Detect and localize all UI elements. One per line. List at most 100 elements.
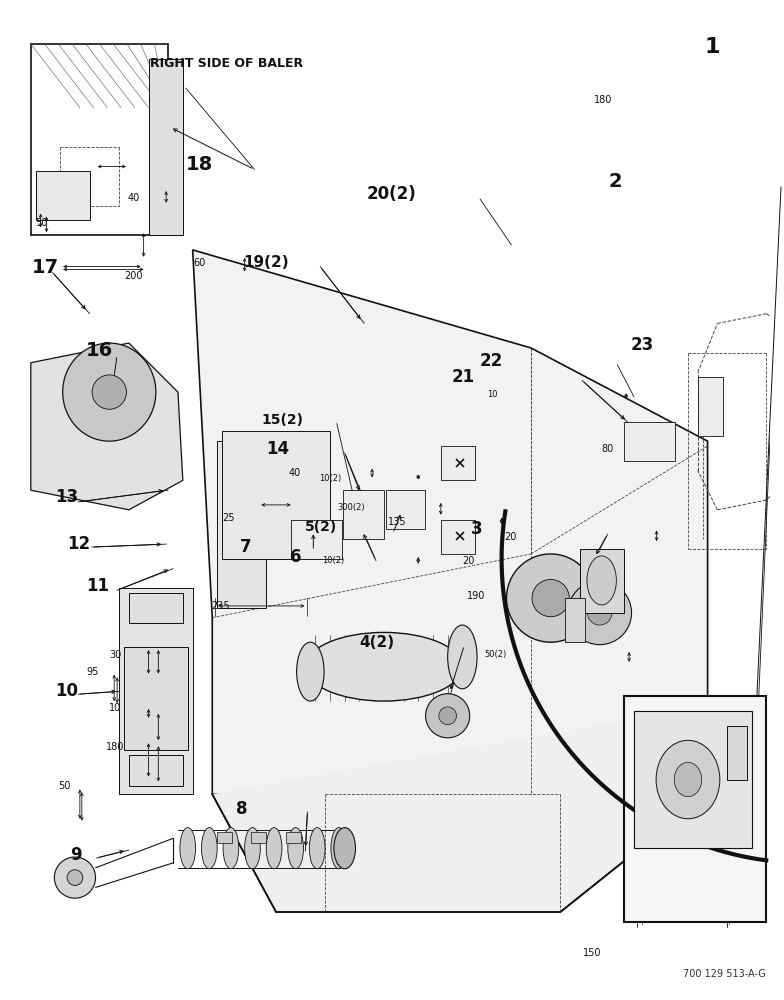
Ellipse shape	[656, 740, 720, 819]
Bar	[217, 441, 267, 608]
Text: 4(2): 4(2)	[359, 635, 394, 650]
Text: 21: 21	[452, 368, 474, 386]
Ellipse shape	[674, 762, 702, 797]
Polygon shape	[31, 343, 183, 510]
Text: 20: 20	[504, 532, 517, 542]
Text: 13: 13	[55, 488, 78, 506]
Text: 17: 17	[32, 258, 60, 277]
Text: 150: 150	[583, 948, 601, 958]
Bar	[124, 647, 187, 750]
Text: 12: 12	[67, 535, 90, 553]
Ellipse shape	[334, 828, 355, 869]
Ellipse shape	[587, 601, 612, 625]
Text: 23: 23	[630, 336, 654, 354]
Bar	[222, 431, 330, 559]
Text: 700 129 513-A-G: 700 129 513-A-G	[683, 969, 766, 979]
Bar	[291, 520, 342, 559]
Ellipse shape	[331, 828, 347, 869]
Bar	[129, 755, 183, 786]
Bar	[698, 377, 724, 436]
Text: 22: 22	[480, 352, 503, 370]
Ellipse shape	[587, 556, 616, 605]
Text: 18: 18	[186, 155, 213, 174]
Text: 180: 180	[106, 742, 125, 752]
Text: 10: 10	[487, 390, 497, 399]
Bar	[252, 832, 267, 843]
Text: 95: 95	[86, 667, 98, 677]
Text: 11: 11	[86, 577, 109, 595]
Text: 20(2): 20(2)	[367, 185, 416, 203]
Bar	[728, 726, 747, 780]
Text: 180: 180	[593, 95, 612, 105]
Bar	[565, 598, 585, 642]
Text: 40: 40	[128, 193, 140, 203]
Ellipse shape	[296, 642, 324, 701]
Text: 3: 3	[470, 520, 482, 538]
Bar	[634, 711, 752, 848]
Text: 200: 200	[125, 271, 143, 281]
Text: 15(2): 15(2)	[261, 413, 303, 427]
Bar	[217, 832, 232, 843]
Bar	[441, 446, 475, 480]
Text: 20: 20	[463, 556, 475, 566]
Text: 5(2): 5(2)	[305, 520, 337, 534]
Polygon shape	[193, 250, 708, 794]
Bar	[624, 422, 675, 461]
Bar	[286, 832, 300, 843]
Text: 10: 10	[55, 682, 78, 700]
Polygon shape	[212, 706, 708, 912]
Ellipse shape	[532, 579, 569, 617]
Bar	[386, 490, 425, 529]
Text: 50: 50	[58, 781, 71, 791]
Text: 2: 2	[609, 172, 622, 191]
Bar	[580, 549, 624, 613]
Text: 6: 6	[290, 548, 301, 566]
Ellipse shape	[506, 554, 595, 642]
Text: 30: 30	[109, 650, 122, 660]
Text: 25: 25	[222, 513, 234, 523]
Bar	[343, 490, 384, 539]
Bar	[119, 588, 193, 794]
Ellipse shape	[180, 828, 195, 869]
Ellipse shape	[63, 343, 156, 441]
Text: 50(2): 50(2)	[484, 650, 506, 659]
Ellipse shape	[306, 632, 463, 701]
Ellipse shape	[310, 828, 325, 869]
Ellipse shape	[92, 375, 126, 409]
Text: 10(2): 10(2)	[319, 474, 342, 483]
Text: 10: 10	[109, 703, 122, 713]
Text: 1: 1	[705, 37, 720, 57]
Ellipse shape	[67, 870, 83, 885]
Ellipse shape	[439, 707, 456, 725]
Text: 135: 135	[388, 517, 407, 527]
Bar	[441, 520, 475, 554]
Ellipse shape	[201, 828, 217, 869]
Text: 14: 14	[267, 440, 290, 458]
Ellipse shape	[448, 625, 477, 689]
Bar	[624, 696, 767, 922]
Text: 50: 50	[35, 218, 48, 228]
Ellipse shape	[267, 828, 282, 869]
Bar	[129, 593, 183, 623]
Text: 40: 40	[289, 468, 301, 478]
Bar	[36, 171, 89, 220]
Text: 80: 80	[601, 444, 613, 454]
Text: 60: 60	[194, 258, 206, 268]
Bar	[148, 59, 183, 235]
Text: 235: 235	[211, 601, 230, 611]
Ellipse shape	[568, 581, 632, 645]
Text: 300(2): 300(2)	[337, 503, 365, 512]
Ellipse shape	[54, 857, 96, 898]
Ellipse shape	[426, 694, 470, 738]
Ellipse shape	[245, 828, 260, 869]
Text: 8: 8	[236, 800, 248, 818]
Text: RIGHT SIDE OF BALER: RIGHT SIDE OF BALER	[151, 57, 303, 70]
Text: 190: 190	[467, 591, 486, 601]
Text: 19(2): 19(2)	[244, 255, 289, 270]
Text: 9: 9	[71, 846, 82, 864]
Text: 10(2): 10(2)	[322, 556, 345, 565]
Text: 7: 7	[240, 538, 252, 556]
Ellipse shape	[223, 828, 239, 869]
Text: 16: 16	[86, 341, 113, 360]
Ellipse shape	[288, 828, 303, 869]
